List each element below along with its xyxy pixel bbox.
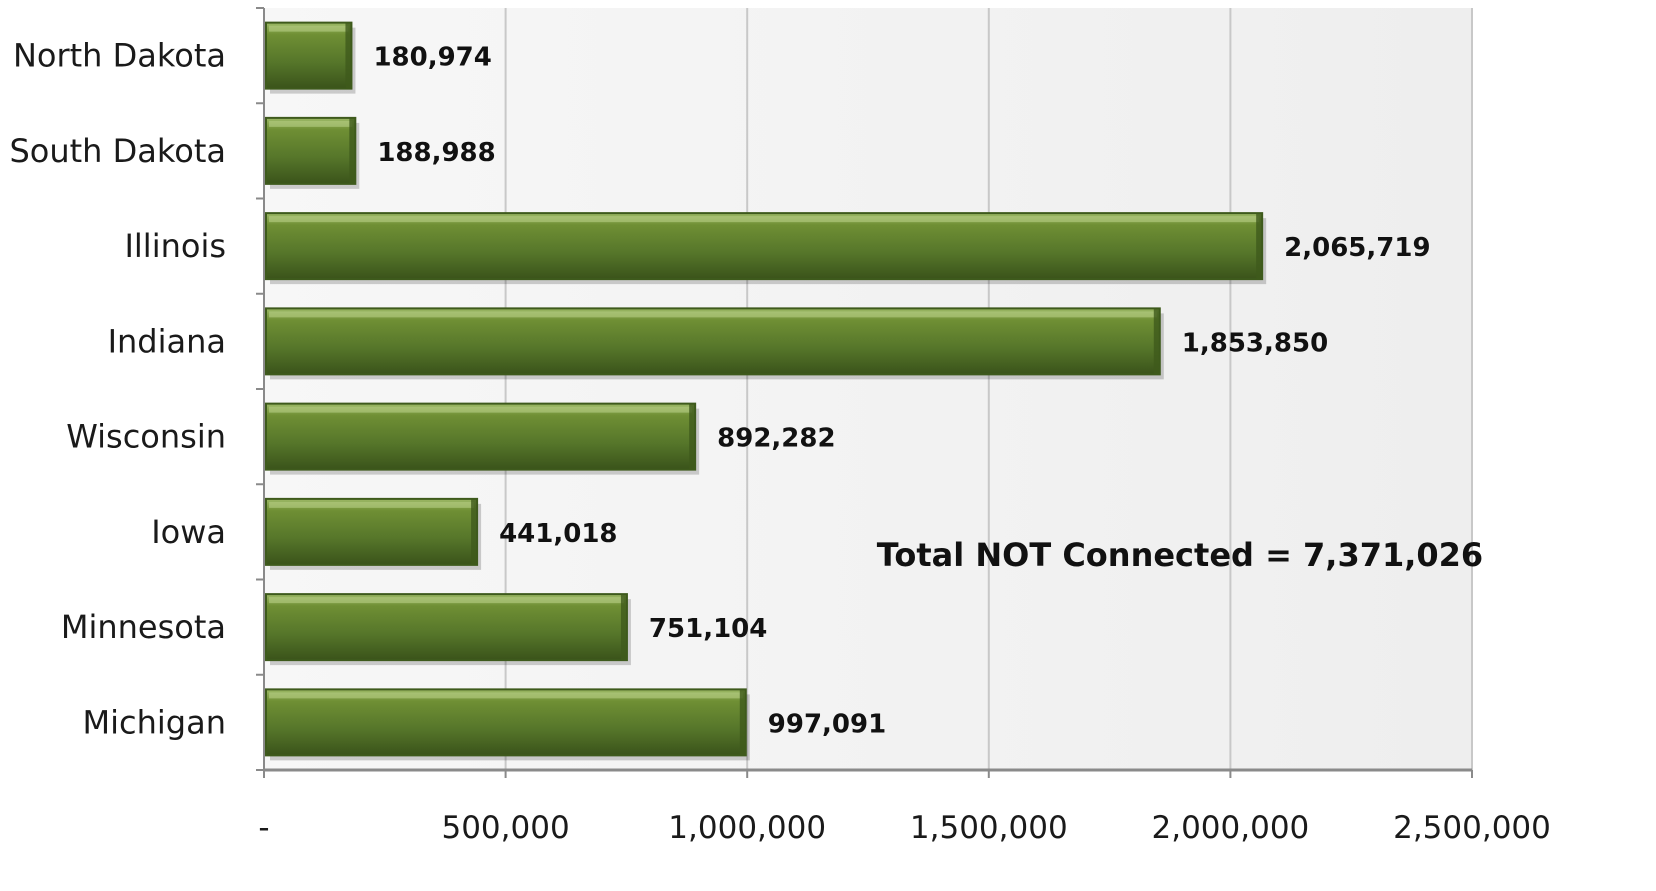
bar-highlight	[269, 216, 1259, 222]
data-label: 997,091	[768, 709, 886, 739]
bar	[266, 118, 355, 184]
total-annotation: Total NOT Connected = 7,371,026	[877, 536, 1483, 574]
category-label: Iowa	[151, 513, 226, 551]
x-tick-label: 2,000,000	[1152, 810, 1310, 846]
data-label: 751,104	[649, 614, 767, 644]
category-label: North Dakota	[13, 37, 226, 75]
data-label: 1,853,850	[1182, 328, 1328, 358]
bar-highlight	[269, 121, 352, 127]
bar	[266, 499, 477, 565]
bar-end-cap	[1256, 213, 1262, 279]
bar-end-cap	[740, 689, 746, 755]
category-label: Indiana	[108, 322, 226, 360]
category-label: Illinois	[124, 227, 226, 265]
bar-highlight	[269, 407, 692, 413]
x-tick-label: -	[258, 810, 269, 846]
bar-end-cap	[471, 499, 477, 565]
category-label: Minnesota	[61, 608, 226, 646]
x-tick-label: 500,000	[441, 810, 569, 846]
bar-end-cap	[345, 23, 351, 89]
bar-end-cap	[349, 118, 355, 184]
bar	[266, 23, 351, 89]
bar-end-cap	[689, 404, 695, 470]
category-label: South Dakota	[9, 132, 226, 170]
data-label: 180,974	[373, 43, 491, 73]
data-label: 188,988	[377, 138, 495, 168]
bar	[266, 689, 746, 755]
data-label: 892,282	[717, 424, 835, 454]
bar-highlight	[269, 26, 348, 32]
category-label: Michigan	[83, 703, 226, 741]
bar-highlight	[269, 502, 474, 508]
bar	[266, 308, 1160, 374]
bar	[266, 213, 1262, 279]
data-label: 2,065,719	[1284, 233, 1430, 263]
bar-end-cap	[1154, 308, 1160, 374]
bar	[266, 594, 627, 660]
bar-highlight	[269, 597, 624, 603]
data-label: 441,018	[499, 519, 617, 549]
category-label: Wisconsin	[66, 418, 226, 456]
bar	[266, 404, 695, 470]
bar-highlight	[269, 692, 743, 698]
x-tick-label: 2,500,000	[1393, 810, 1551, 846]
bar-highlight	[269, 311, 1157, 317]
x-tick-label: 1,500,000	[910, 810, 1068, 846]
bar-end-cap	[621, 594, 627, 660]
x-tick-label: 1,000,000	[668, 810, 826, 846]
